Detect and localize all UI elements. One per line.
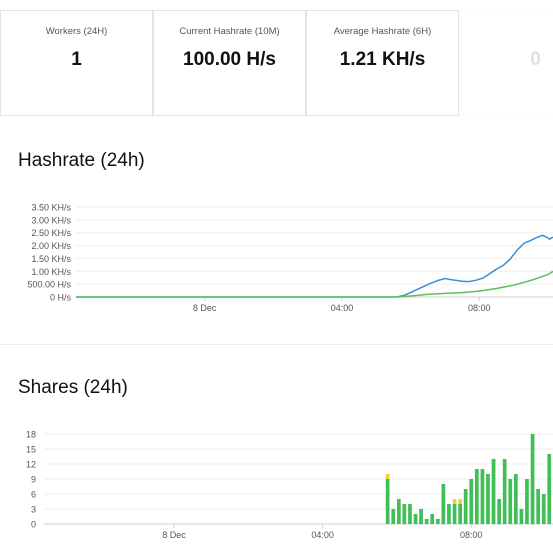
share-bar: [397, 499, 401, 524]
share-bar: [402, 504, 407, 524]
share-bar: [413, 514, 418, 524]
share-bar: [486, 474, 490, 524]
share-bar: [469, 479, 474, 524]
share-bar: [391, 509, 396, 524]
stale-share-bar: [385, 474, 390, 479]
current-hashrate-line: [76, 234, 553, 298]
y-tick-label: 18: [26, 430, 36, 440]
y-tick-label: 3.00 KH/s: [31, 215, 71, 225]
y-tick-label: 9: [31, 475, 36, 485]
stat-value: 0: [530, 49, 541, 70]
y-tick-label: 500.00 H/s: [27, 280, 71, 290]
share-bar: [497, 499, 501, 524]
share-bar: [463, 489, 468, 524]
stats-row: Workers (24H) 1 Current Hashrate (10M) 1…: [0, 10, 553, 116]
stat-card-partial: 0: [459, 10, 553, 116]
share-bar: [452, 504, 457, 524]
share-bar: [530, 434, 535, 524]
stat-value: 100.00 H/s: [183, 49, 276, 70]
share-bar: [475, 469, 479, 524]
x-tick-label: 04:00: [331, 303, 354, 313]
x-tick-label: 08:00: [460, 530, 483, 540]
share-bar: [385, 479, 390, 524]
y-tick-label: 1.50 KH/s: [31, 254, 71, 264]
y-tick-label: 2.50 KH/s: [31, 228, 71, 238]
share-bar: [447, 504, 451, 524]
stat-label: Workers (24H): [45, 26, 108, 37]
y-tick-label: 0 H/s: [50, 293, 72, 303]
stat-card-workers: Workers (24H) 1: [0, 10, 153, 116]
stale-share-bar: [452, 499, 457, 504]
average-hashrate-line: [76, 270, 553, 298]
share-bar: [502, 459, 507, 524]
stat-label: Average Hashrate (6H): [333, 26, 432, 37]
y-tick-label: 15: [26, 445, 36, 455]
stat-value: 1.21 KH/s: [339, 49, 426, 70]
y-tick-label: 6: [31, 490, 36, 500]
stat-card-average-hashrate: Average Hashrate (6H) 1.21 KH/s: [306, 10, 459, 116]
share-bar: [419, 509, 423, 524]
x-tick-label: 8 Dec: [193, 303, 217, 313]
share-bar: [441, 484, 446, 524]
share-bar: [436, 519, 440, 524]
share-bar: [491, 459, 496, 524]
share-bar: [508, 479, 513, 524]
share-bar: [541, 494, 546, 524]
share-bar: [547, 454, 552, 524]
stat-label: Current Hashrate (10M): [179, 26, 280, 37]
share-bar: [458, 504, 462, 524]
share-bar: [430, 514, 435, 524]
y-tick-label: 3.50 KH/s: [31, 203, 71, 213]
y-tick-label: 2.00 KH/s: [31, 241, 71, 251]
stat-value: 1: [71, 49, 82, 70]
shares-chart: 0 3 6 9 12 15 18 8 Dec 04:00 08:00: [26, 430, 553, 540]
y-tick-label: 12: [26, 460, 36, 470]
stale-share-bar: [458, 499, 462, 504]
y-tick-label: 0: [31, 520, 36, 530]
hashrate-title: Hashrate (24h): [18, 150, 145, 171]
share-bar: [480, 469, 485, 524]
x-tick-label: 04:00: [311, 530, 334, 540]
y-tick-label: 3: [31, 505, 36, 515]
x-tick-label: 08:00: [468, 303, 491, 313]
section-divider: [0, 344, 553, 345]
hashrate-chart: 0 H/s 500.00 H/s 1.00 KH/s 1.50 KH/s 2.00 KH…: [27, 203, 553, 313]
share-bar: [514, 474, 518, 524]
share-bar: [519, 509, 524, 524]
stat-card-current-hashrate: Current Hashrate (10M) 100.00 H/s: [153, 10, 306, 116]
x-tick-label: 8 Dec: [162, 530, 186, 540]
share-bar: [424, 519, 429, 524]
share-bar: [408, 504, 412, 524]
shares-title: Shares (24h): [18, 377, 128, 398]
share-bar: [525, 479, 529, 524]
share-bar: [536, 489, 540, 524]
y-tick-label: 1.00 KH/s: [31, 267, 71, 277]
